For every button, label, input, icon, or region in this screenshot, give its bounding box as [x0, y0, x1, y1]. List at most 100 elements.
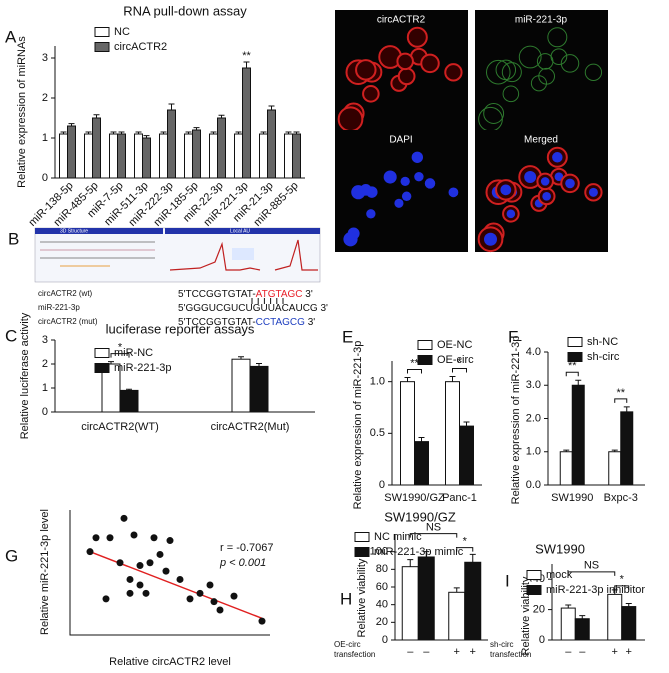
- significance-bracket: [409, 533, 458, 538]
- sequence-part: 5'GGGUCGUCUGUUACAUCG: [178, 303, 318, 314]
- y-tick-label: 3: [42, 334, 48, 346]
- cell: [362, 85, 380, 103]
- error-bar: [469, 553, 476, 563]
- x-tick-label: SW1990: [551, 492, 593, 504]
- nucleus: [366, 209, 376, 219]
- sequence: 5'TCCGGTGTAT-ATGTAGC 3': [178, 289, 313, 300]
- bar: [234, 133, 243, 179]
- point: [146, 559, 154, 567]
- row-label: transfection: [490, 650, 531, 659]
- legend-swatch: [417, 340, 433, 350]
- cell: [486, 59, 511, 85]
- y-axis-label: Relative expression of miR-221-3p: [510, 336, 522, 505]
- significance-bracket: [565, 371, 579, 377]
- nucleus: [500, 184, 512, 196]
- nucleus: [506, 209, 516, 219]
- error-bar: [168, 103, 175, 110]
- error-bar: [453, 587, 460, 593]
- x-tick-label: +: [470, 646, 476, 658]
- bar: [184, 133, 193, 179]
- point: [186, 595, 194, 603]
- error-bar: [623, 406, 630, 412]
- error-bar: [126, 388, 132, 391]
- error-bar: [135, 131, 142, 134]
- point: [92, 534, 100, 542]
- significance-label: *: [620, 574, 625, 586]
- nucleus: [565, 178, 575, 189]
- y-tick-label: 0: [42, 172, 48, 184]
- error-bar: [60, 131, 67, 134]
- x-tick-label: SW1990/GZ: [384, 492, 445, 504]
- cell: [396, 52, 414, 71]
- panel-label: E: [342, 327, 353, 346]
- bar: [401, 566, 419, 641]
- bar: [109, 133, 118, 179]
- significance-label: **: [568, 360, 577, 372]
- x-tick-label: Bxpc-3: [604, 492, 638, 504]
- error-bar: [238, 356, 244, 360]
- bar: [84, 133, 93, 179]
- nucleus: [424, 178, 436, 189]
- error-bar: [611, 449, 618, 452]
- y-tick-label: 20: [533, 604, 545, 616]
- error-bar: [404, 377, 411, 382]
- significance-label: **: [242, 50, 251, 62]
- nucleus: [540, 177, 550, 186]
- bar: [417, 556, 435, 641]
- y-tick-label: 0: [539, 634, 545, 646]
- y-tick-label: 0: [382, 634, 388, 646]
- error-bar: [563, 449, 570, 452]
- legend-swatch: [567, 352, 583, 362]
- nucleus: [359, 183, 372, 196]
- legend-swatch: [417, 355, 433, 365]
- significance-label: NS: [584, 560, 599, 572]
- error-bar: [143, 135, 150, 138]
- point: [136, 562, 144, 570]
- error-bar: [93, 114, 100, 118]
- panel-label: C: [5, 326, 17, 345]
- cell: [518, 45, 542, 69]
- bar: [249, 365, 269, 413]
- point: [120, 514, 128, 522]
- panel-label: H: [340, 589, 352, 608]
- y-axis-label: Relative viability: [356, 558, 368, 637]
- legend-label: miR-NC: [114, 347, 153, 359]
- point: [150, 534, 158, 542]
- point: [130, 531, 138, 539]
- point: [126, 575, 134, 583]
- legend-swatch: [94, 42, 110, 52]
- error-bar: [579, 615, 586, 619]
- significance-label: NS: [426, 522, 441, 534]
- x-axis-label: Relative circACTR2 level: [109, 656, 231, 668]
- y-tick-label: 2: [42, 358, 48, 370]
- legend-label: OE-circ: [437, 354, 474, 366]
- sequence: 5'GGGUCGUCUGUUACAUCG 3': [178, 303, 328, 314]
- y-tick-label: 1: [42, 132, 48, 144]
- y-tick-label: 80: [376, 563, 388, 575]
- bar: [464, 561, 482, 641]
- nucleus: [401, 191, 412, 202]
- error-bar: [108, 361, 114, 364]
- panel-label: B: [8, 229, 19, 248]
- point: [176, 575, 184, 583]
- bar: [267, 109, 276, 179]
- cell: [495, 59, 517, 81]
- y-tick-label: 3: [42, 52, 48, 64]
- error-bar: [85, 131, 92, 134]
- sequence-part: 5'TCCGGTGTAT-: [178, 317, 256, 328]
- chart-title: SW1990: [535, 541, 585, 556]
- bar: [259, 133, 268, 179]
- point: [142, 589, 150, 597]
- cell: [547, 27, 568, 48]
- x-tick-label: circACTR2(Mut): [211, 421, 290, 433]
- point: [230, 592, 238, 600]
- significance-bracket: [614, 585, 630, 590]
- bar: [167, 109, 176, 179]
- cell: [483, 103, 505, 124]
- panel-label: A: [5, 27, 17, 46]
- nucleus: [588, 187, 598, 197]
- bar: [608, 451, 622, 486]
- point: [258, 617, 266, 625]
- annotation: r = -0.7067: [220, 542, 274, 554]
- annotation: p < 0.001: [219, 557, 266, 569]
